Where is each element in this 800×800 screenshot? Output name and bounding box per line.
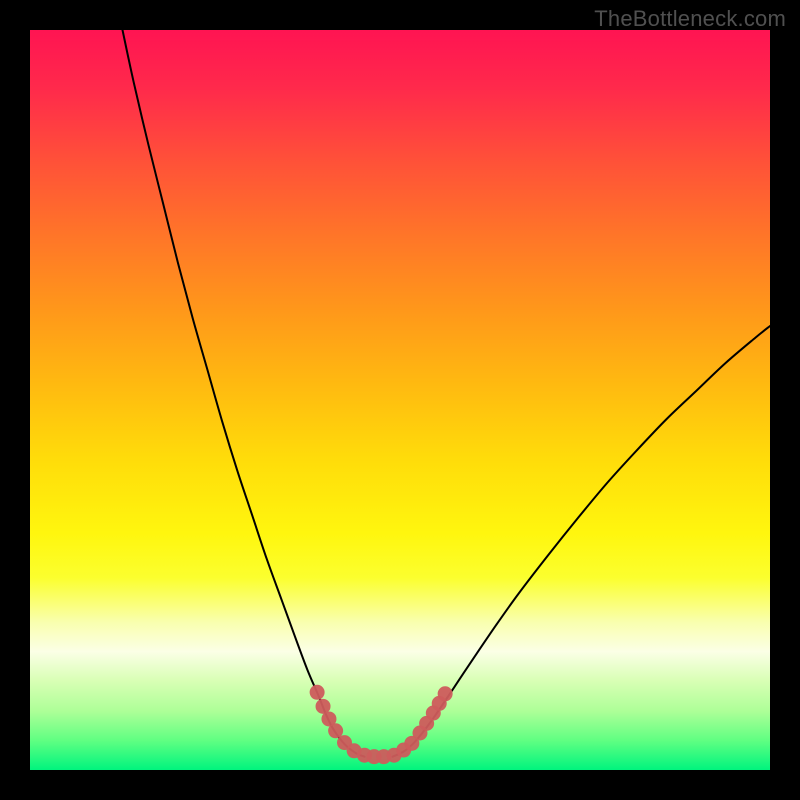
chart-frame: TheBottleneck.com — [0, 0, 800, 800]
plot-area — [30, 30, 770, 770]
highlight-dot — [438, 686, 453, 701]
highlight-dot — [328, 723, 343, 738]
gradient-background — [30, 30, 770, 770]
watermark-label: TheBottleneck.com — [594, 6, 786, 32]
chart-svg — [30, 30, 770, 770]
highlight-dot — [310, 685, 325, 700]
